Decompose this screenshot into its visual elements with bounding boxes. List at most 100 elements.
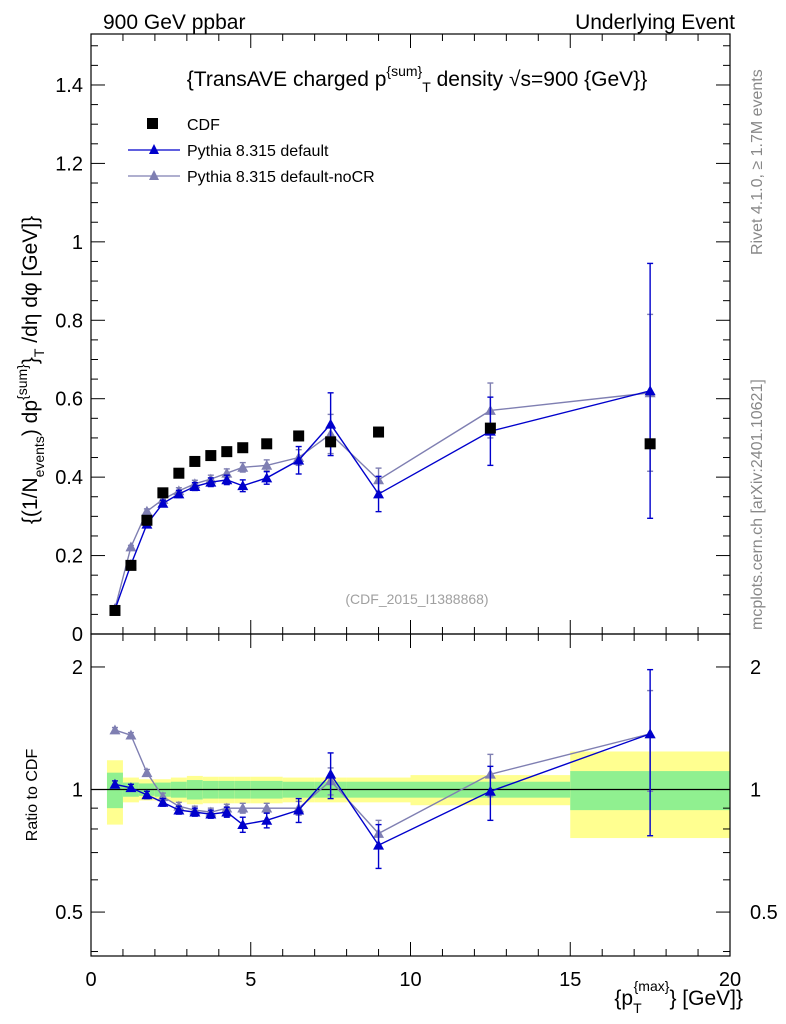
main-ytick-label: 0.4 (55, 467, 83, 489)
main-nocr-point (141, 505, 153, 516)
main-default-point (189, 481, 201, 491)
analysis-watermark: (CDF_2015_I1388868) (345, 591, 488, 607)
legend-nocr-label: Pythia 8.315 default-noCR (187, 169, 375, 186)
main-cdf-point (221, 446, 233, 458)
ratio-default-point (205, 808, 217, 819)
ratio-ytick-label-right: 1 (750, 780, 761, 802)
main-cdf-point (325, 436, 337, 448)
main-title: {TransAVE charged p{sum}T density √s=900… (187, 63, 647, 95)
main-nocr-point (237, 461, 249, 472)
legend-cdf-marker (147, 118, 158, 129)
ylabel-c-sub: T (31, 348, 47, 357)
xlabel-sup: {max} (634, 978, 670, 994)
main-default-point (644, 385, 656, 396)
ratio-default-point (157, 796, 169, 807)
main-cdf-point (484, 422, 496, 434)
main-default-point (221, 474, 233, 485)
main-ytick-label: 0.2 (55, 546, 83, 568)
ylabel-a: {(1/N (19, 477, 42, 524)
main-nocr-point (125, 541, 137, 552)
x-axis-label: {pT {max}} [GeV]} (614, 978, 743, 1016)
main-cdf-point (109, 604, 121, 616)
header-left: 900 GeV ppbar (103, 11, 245, 34)
ratio-default-point (644, 728, 656, 739)
main-title-post: density √s=900 {GeV}} (431, 68, 647, 91)
main-cdf-point (173, 467, 185, 479)
ratio-default-point (237, 819, 249, 830)
main-title-pre: {TransAVE charged p (187, 68, 387, 91)
main-cdf-point (261, 438, 273, 450)
ratio-ytick-label: 1 (72, 780, 83, 802)
main-nocr-point (261, 459, 273, 470)
main-nocr-line (114, 392, 651, 609)
ylabel-d: /dη dφ [GeV]} (19, 216, 42, 349)
main-default-point (373, 488, 385, 499)
main-cdf-point (141, 514, 153, 526)
main-title-sub: T (422, 79, 431, 95)
ratio-default-point (109, 778, 121, 789)
main-cdf-point (157, 487, 169, 499)
ratio-default-point (173, 804, 185, 815)
main-default-point (237, 480, 249, 491)
ratio-ylabel: Ratio to CDF (24, 749, 41, 842)
ratio-ytick-label-right: 0.5 (750, 902, 778, 924)
ratio-default-point (141, 789, 153, 800)
main-cdf-point (237, 442, 249, 454)
x-tick-label: 0 (85, 969, 96, 991)
main-cdf-point (205, 450, 217, 462)
ratio-nocr-point (261, 802, 273, 813)
ratio-band-inner (106, 772, 123, 809)
main-default-line (114, 390, 651, 610)
main-default-point (205, 476, 217, 487)
x-tick-label: 15 (559, 969, 581, 991)
ratio-default-point (189, 806, 201, 817)
legend-default-label: Pythia 8.315 default (187, 143, 329, 160)
main-ytick-label: 1.4 (55, 75, 83, 97)
ratio-nocr-point (237, 802, 249, 813)
ylabel-b: ) dp (19, 400, 42, 436)
xlabel-pre: {p (614, 987, 633, 1010)
ylabel-b-sup: {sum} (14, 364, 30, 400)
svg-text:{(1/Nevents) dp{sum}}T /dη dφ: {(1/Nevents) dp{sum}}T /dη dφ [GeV]} (14, 216, 47, 524)
x-tick-label: 10 (399, 969, 421, 991)
main-default-point (293, 454, 305, 465)
main-ytick-label: 0.6 (55, 389, 83, 411)
header-right: Underlying Event (575, 11, 735, 34)
ylabel-c: } (19, 357, 42, 364)
main-ytick-label: 1.2 (55, 153, 83, 175)
ratio-ytick-label-right: 2 (750, 657, 761, 679)
rivet-version: Rivet 4.1.0, ≥ 1.7M events (749, 69, 766, 255)
main-default-point (325, 418, 337, 429)
main-default-point (173, 488, 185, 499)
main-ytick-label: 0.8 (55, 310, 83, 332)
main-ytick-label: 1 (72, 232, 83, 254)
main-ylabel: {(1/Nevents) dp{sum}}T /dη dφ [GeV]} (14, 216, 47, 524)
x-tick-label: 5 (245, 969, 256, 991)
main-cdf-point (293, 430, 305, 442)
main-panel: 0 0.2 0.4 0.6 0.8 1 1.2 1.4 (55, 33, 731, 646)
ratio-default-point (484, 785, 496, 796)
main-cdf-point (125, 559, 137, 571)
main-ytick-label: 0 (72, 624, 83, 646)
xlabel-post: } [GeV]} (669, 987, 743, 1010)
main-title-sup: {sum} (386, 63, 422, 79)
xlabel-sub: T (633, 1000, 642, 1016)
legend-cdf-label: CDF (187, 117, 220, 134)
legend: CDF Pythia 8.315 default Pythia 8.315 de… (128, 117, 375, 186)
ratio-ytick-label: 0.5 (55, 902, 83, 924)
main-default-point (261, 472, 273, 483)
ratio-nocr-point (109, 724, 121, 735)
ratio-nocr-point (125, 729, 137, 740)
ratio-default-point (221, 806, 233, 817)
main-cdf-point (644, 438, 656, 450)
ratio-default-point (325, 768, 337, 779)
main-cdf-point (373, 426, 385, 438)
ratio-nocr-point (141, 767, 153, 778)
ratio-default-point (261, 814, 273, 825)
legend-nocr-marker (149, 170, 159, 180)
ratio-default-point (125, 782, 137, 793)
mcplots-credit: mcplots.cern.ch [arXiv:2401.10621] (749, 379, 766, 630)
ratio-ytick-label: 2 (72, 657, 83, 679)
ratio-panel: 0 5 10 15 20 0.5 0.5 1 1 2 2 (55, 633, 778, 991)
